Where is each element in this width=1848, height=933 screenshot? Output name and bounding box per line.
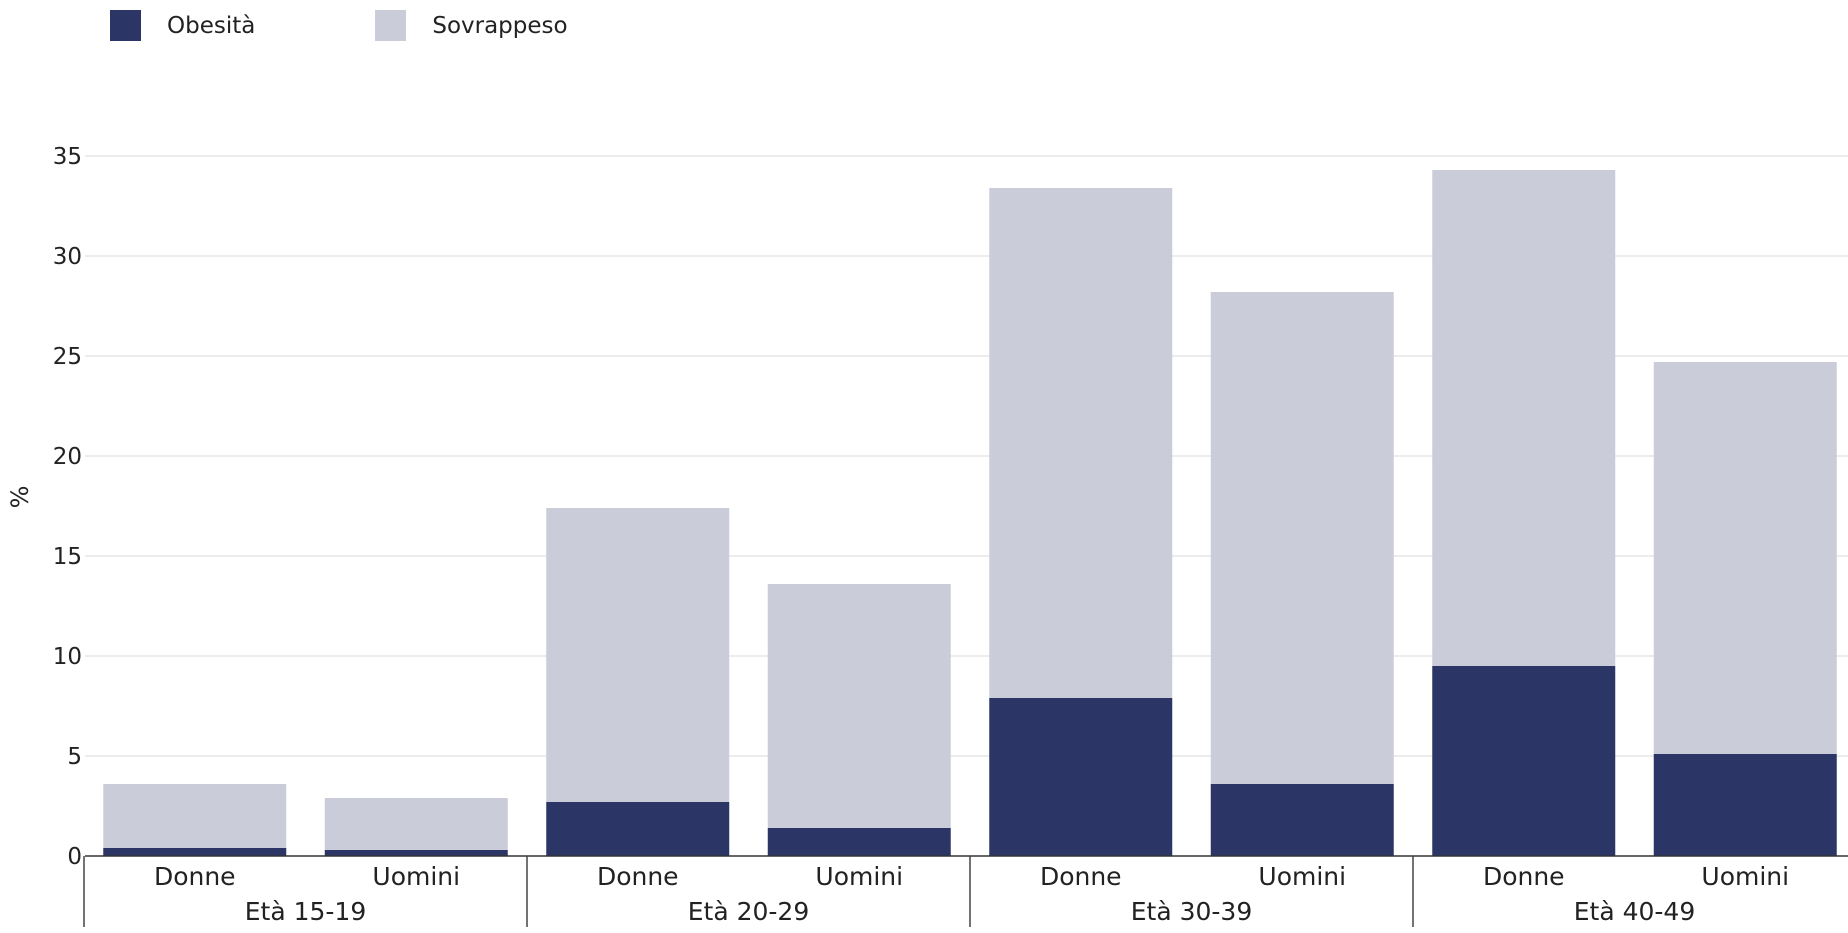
x-category-label: Uomini	[1701, 862, 1789, 891]
legend-swatch-obesita	[110, 10, 141, 41]
y-tick-label: 15	[53, 544, 82, 570]
x-category-label: Donne	[597, 862, 679, 891]
x-category-label: Uomini	[815, 862, 903, 891]
bar-sovrappeso	[989, 188, 1173, 698]
legend-label-sovrappeso: Sovrappeso	[432, 12, 568, 39]
y-tick-label: 0	[67, 844, 82, 870]
x-category-label: Donne	[1483, 862, 1565, 891]
x-group-label: Età 20-29	[688, 897, 810, 926]
y-tick-label: 35	[53, 144, 82, 170]
bar-obesita	[546, 802, 730, 856]
x-group-label: Età 30-39	[1131, 897, 1253, 926]
bar-obesita	[103, 848, 287, 856]
bar-sovrappeso	[546, 508, 730, 802]
bar-sovrappeso	[767, 584, 951, 828]
bar-obesita	[767, 828, 951, 856]
bar-obesita	[989, 698, 1173, 856]
bar-obesita	[1210, 784, 1394, 856]
x-category-label: Uomini	[372, 862, 460, 891]
legend-swatch-sovrappeso	[375, 10, 407, 41]
bar-sovrappeso	[324, 798, 508, 850]
legend-item-obesita: Obesità	[110, 10, 255, 41]
legend-item-sovrappeso: Sovrappeso	[375, 10, 568, 41]
bar-obesita	[1653, 754, 1837, 856]
y-axis-title: %	[6, 486, 34, 509]
y-tick-label: 10	[53, 644, 82, 670]
y-tick-label: 25	[53, 344, 82, 370]
x-category-label: Uomini	[1258, 862, 1346, 891]
x-category-label: Donne	[1040, 862, 1122, 891]
bar-sovrappeso	[1653, 362, 1837, 754]
chart-legend: Obesità Sovrappeso	[110, 10, 688, 41]
y-tick-label: 20	[53, 444, 82, 470]
bar-sovrappeso	[103, 784, 287, 848]
legend-label-obesita: Obesità	[167, 12, 256, 39]
bar-sovrappeso	[1432, 170, 1616, 666]
bar-obesita	[324, 850, 508, 856]
x-group-label: Età 40-49	[1574, 897, 1696, 926]
x-category-label: Donne	[154, 862, 236, 891]
y-tick-label: 30	[53, 244, 82, 270]
bar-sovrappeso	[1210, 292, 1394, 784]
y-tick-label: 5	[67, 744, 82, 770]
bar-obesita	[1432, 666, 1616, 856]
x-group-label: Età 15-19	[245, 897, 367, 926]
